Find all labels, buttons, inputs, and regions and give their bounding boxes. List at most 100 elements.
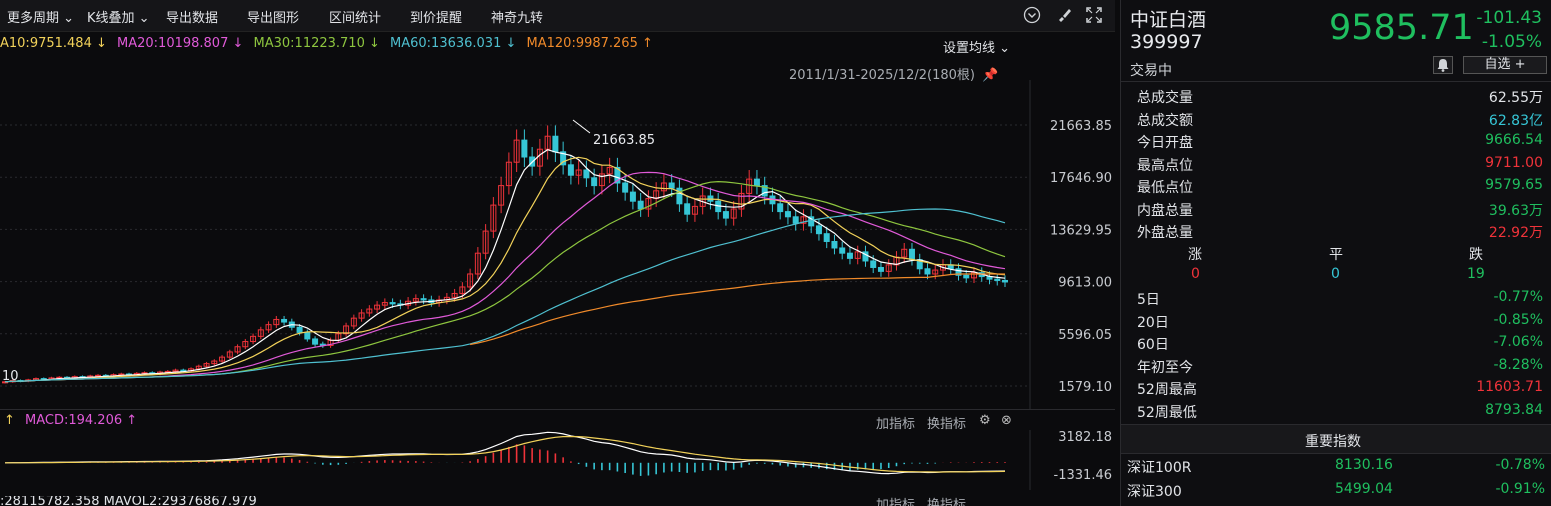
watchlist-button[interactable]: 自选 + [1463,56,1547,74]
candle-body [296,326,303,333]
index-row[interactable]: 深证300 5499.04 -0.91% [1127,481,1545,503]
index-row[interactable]: 深证100R 8130.16 -0.78% [1127,457,1545,479]
candle-body [513,139,520,163]
period-value: -8.28% [1493,356,1543,373]
candle-body [381,302,388,306]
index-row-value: 8130.16 [1335,457,1393,473]
candle-body [459,286,466,294]
candle-body [389,302,396,305]
candle-body [490,204,497,232]
y-tick-label: 1579.10 [1058,380,1112,395]
chevron-down-circle-icon[interactable] [1023,6,1041,28]
candle-body [645,198,652,210]
macd-dea-line [5,435,1006,473]
candle-body [482,230,489,254]
pin-icon[interactable]: 📌 [982,68,999,83]
ma60-line [4,208,1006,383]
stat-row: 外盘总量 22.92万 [1137,222,1543,244]
switch-indicator-button[interactable]: 换指标 [927,417,967,432]
period-row: 年初至今 -8.28% [1137,357,1543,379]
kline-overlay-button[interactable]: K线叠加 ⌄ [87,11,150,26]
brush-icon[interactable] [1055,6,1073,28]
index-code: 399997 [1130,31,1203,53]
export-chart-button[interactable]: 导出图形 [247,11,300,26]
stat-row: 最高点位 9711.00 [1137,155,1543,177]
candle-body [498,185,505,206]
candle-body [412,298,419,302]
magic-nine-button[interactable]: 神奇九转 [491,11,544,26]
candle-body [932,269,939,275]
candle-body [467,273,474,288]
candle-body [598,173,605,187]
index-row-name: 深证300 [1127,484,1182,500]
stat-value: 62.83亿 [1488,112,1543,129]
price-alert-button[interactable]: 到价提醒 [410,11,463,26]
candle-body [521,139,528,158]
macd-chart[interactable]: 3182.18 -1331.46 [0,430,1115,490]
peak-label: 21663.85 [593,133,655,148]
fullscreen-icon[interactable] [1085,6,1103,28]
candle-body [629,191,636,202]
candle-body [885,264,892,272]
candle-body [730,208,737,219]
key-indices-title: 重要指数 [1305,434,1361,450]
range-stats-button[interactable]: 区间统计 [329,11,382,26]
y-tick-label: 17646.90 [1050,171,1112,186]
quote-panel: 中证白酒 399997 9585.71 -101.43 -1.05% 交易中 自… [1120,0,1551,506]
candle-body [505,161,512,187]
macd-tick-label: 3182.18 [1058,430,1112,445]
period-value: -0.77% [1493,289,1543,305]
candle-body [963,274,970,279]
candle-body [451,292,458,298]
bell-icon[interactable] [1433,56,1453,74]
ma5-line [4,149,1006,383]
key-indices-header: 重要指数 [1121,424,1551,454]
y-tick-label: 13629.95 [1050,223,1112,238]
close-icon[interactable]: ⊗ [1001,413,1012,428]
ma20-value: MA20:10198.807 ↓ [117,36,244,51]
left-label: 10 [2,369,19,384]
stat-value: 62.55万 [1488,90,1543,106]
divider [1121,81,1551,82]
candle-body [877,266,884,272]
kline-chart[interactable]: 21663.85 17646.90 13629.95 9613.00 5596.05 15… [0,80,1115,410]
candle-body [846,252,853,259]
candle-body [901,248,908,258]
period-value: 8793.84 [1485,401,1543,418]
index-name: 中证白酒 [1130,9,1207,31]
stat-value: 9666.54 [1485,132,1543,148]
export-data-button[interactable]: 导出数据 [166,11,219,26]
candle-body [567,164,574,176]
candle-body [792,216,799,224]
candle-body [219,356,226,362]
candle-body [265,324,272,331]
switch-indicator-button-vol[interactable]: 换指标 [927,498,967,506]
stat-value: 9711.00 [1485,154,1543,171]
candle-body [273,318,280,326]
candle-body [281,318,288,323]
more-periods-button[interactable]: 更多周期 ⌄ [7,11,75,26]
add-indicator-button[interactable]: 加指标 [876,417,916,432]
down-count: 19 [1467,266,1485,282]
stat-label: 外盘总量 [1137,225,1193,241]
ma120-value: MA120:9987.265 ↑ [526,36,653,51]
period-row: 52周最低 8793.84 [1137,402,1543,424]
gear-icon[interactable]: ⚙ [979,413,991,428]
y-tick-label: 21663.85 [1050,119,1112,134]
date-range-text: 2011/1/31-2025/12/2(180根) [789,68,975,83]
candle-body [358,312,365,319]
set-ma-button[interactable]: 设置均线 ⌄ [943,41,1011,56]
stat-label: 今日开盘 [1137,135,1193,151]
period-row: 20日 -0.85% [1137,312,1543,334]
period-label: 52周最高 [1137,382,1197,398]
price-change: -101.43 [1476,8,1542,28]
candle-body [575,169,582,176]
candle-body [172,369,179,372]
candle-body [753,178,760,187]
add-indicator-button-vol[interactable]: 加指标 [876,498,916,506]
candle-body [552,135,559,153]
candle-body [637,200,644,210]
candle-body [250,335,257,343]
period-value: -7.06% [1493,334,1543,350]
macd-arrow-icon: ↑ [4,413,15,428]
